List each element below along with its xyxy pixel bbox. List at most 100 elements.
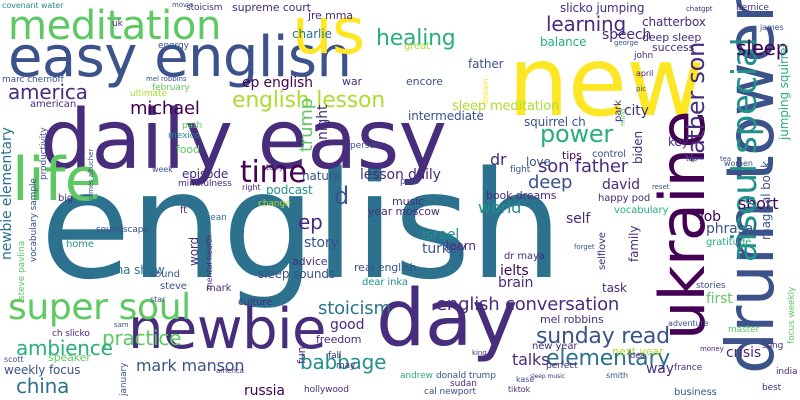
word-america: america bbox=[8, 80, 88, 104]
word-sunday-read: sunday read bbox=[536, 324, 670, 349]
word-fight: fight bbox=[510, 165, 531, 175]
word-d: d bbox=[334, 182, 349, 210]
word-fall: fall bbox=[328, 351, 342, 361]
word-smith: smith bbox=[606, 371, 628, 380]
word-top: top bbox=[686, 155, 698, 163]
word-scott: scott bbox=[4, 355, 24, 364]
word-mma-show: mma show bbox=[100, 263, 165, 277]
word-deep-sleep: deep sleep bbox=[642, 31, 702, 44]
word-advice: advice bbox=[292, 255, 328, 268]
word-cal-newport: cal newport bbox=[424, 387, 476, 397]
word-episode: episode bbox=[182, 167, 229, 181]
word-balance: balance bbox=[540, 35, 587, 49]
word-tiktok: tiktok bbox=[508, 385, 531, 394]
word-person: person bbox=[350, 141, 381, 151]
word-marc-chernoff: marc chernoff bbox=[2, 75, 64, 85]
word-world: world bbox=[478, 198, 522, 217]
word-supreme-court: supreme court bbox=[232, 1, 311, 14]
word-women: women bbox=[724, 159, 753, 168]
word-vocabulary: vocabulary bbox=[614, 205, 669, 216]
word-mindfulness: mindfulness bbox=[178, 179, 232, 189]
word-city: city bbox=[624, 103, 649, 119]
word-path: path bbox=[182, 121, 203, 131]
word-soundscape: soundscape bbox=[96, 225, 149, 235]
word-meditation: meditation bbox=[8, 3, 221, 49]
word-sound: sound bbox=[150, 269, 180, 280]
word-uk: uk bbox=[112, 19, 123, 29]
word-jre-mma: jre mma bbox=[308, 9, 354, 22]
word-tips: tips bbox=[562, 149, 582, 162]
word-real-english: real english bbox=[354, 261, 417, 274]
word-biden: biden bbox=[631, 131, 645, 164]
word-michael: michael bbox=[130, 98, 200, 119]
word-good: good bbox=[330, 317, 365, 333]
word-crisis: crisis bbox=[726, 345, 761, 361]
word-israel: israel bbox=[422, 227, 460, 243]
word-healing: healing bbox=[376, 26, 456, 51]
word-lesson-daily: lesson daily bbox=[360, 167, 441, 183]
word-stories: stories bbox=[696, 281, 726, 291]
word-right: right bbox=[242, 183, 261, 192]
word-ielts: ielts bbox=[500, 263, 529, 279]
word-practice: practice bbox=[102, 326, 182, 350]
word-home: home bbox=[66, 239, 94, 250]
word-turkey: turkey bbox=[422, 241, 466, 257]
word-war: war bbox=[342, 75, 362, 88]
word-perfect: perfect bbox=[546, 361, 578, 371]
word-andrew: andrew bbox=[400, 371, 433, 381]
word-movie: movie bbox=[172, 1, 194, 9]
word-james-altucher: james altucher bbox=[87, 148, 95, 200]
word-ep-english: ep english bbox=[242, 75, 313, 91]
word-us: us bbox=[292, 0, 365, 69]
word-learn: learn bbox=[446, 239, 476, 253]
word-chatterbox: chatterbox bbox=[642, 15, 706, 29]
word-george: george bbox=[614, 39, 639, 47]
word-brain: brain bbox=[498, 275, 534, 291]
word-new-year: new year bbox=[532, 341, 578, 352]
word-speaker: speaker bbox=[48, 351, 91, 364]
word-tea: tea bbox=[720, 155, 732, 163]
word-short: short bbox=[738, 194, 779, 213]
word-business: business bbox=[674, 387, 717, 398]
word-deep: deep bbox=[528, 172, 573, 193]
word-ch-slicko: ch slicko bbox=[52, 329, 90, 339]
word-may: may bbox=[336, 361, 356, 371]
word-sam: sam bbox=[114, 321, 129, 329]
word-adventure: adventure bbox=[668, 319, 709, 328]
word-steve: steve bbox=[160, 281, 187, 292]
word-story: story bbox=[304, 235, 339, 251]
word-music: music bbox=[392, 195, 424, 208]
word-slicko-jumping: slicko jumping bbox=[560, 1, 645, 15]
word-mel-robbins-2: mel robbins bbox=[146, 75, 187, 83]
word-freedom: freedom bbox=[316, 333, 362, 346]
word-reset: reset bbox=[652, 183, 670, 191]
word-sleep-music: sleep music bbox=[530, 373, 565, 380]
word-april: april bbox=[636, 69, 654, 78]
word-super-soul: super soul bbox=[8, 287, 191, 328]
word-kase: kase bbox=[516, 375, 535, 384]
word-english-conversation: english conversation bbox=[436, 294, 620, 315]
word-sleep: sleep bbox=[736, 36, 789, 60]
word-best: best bbox=[762, 383, 782, 393]
word-king: king bbox=[472, 349, 487, 357]
word-learning: learning bbox=[546, 12, 626, 36]
word-father: father bbox=[468, 57, 504, 71]
word-elementary: elementary bbox=[546, 346, 671, 371]
word-big: big bbox=[58, 193, 74, 204]
word-squirrel-ch: squirrel ch bbox=[524, 115, 586, 129]
word-money: money bbox=[700, 345, 724, 353]
word-american: american bbox=[30, 99, 77, 110]
word-ft: ft bbox=[180, 205, 188, 216]
word-year-moscow: year moscow bbox=[368, 205, 440, 218]
word-key: key bbox=[668, 135, 689, 149]
word-ep: ep bbox=[298, 210, 323, 234]
word-control: control bbox=[592, 149, 626, 160]
word-task: task bbox=[602, 281, 627, 295]
word-babbage: babbage bbox=[300, 350, 387, 374]
word-bernice: bernice bbox=[736, 3, 769, 13]
word-focus-weekly: focus weekly bbox=[787, 286, 797, 344]
word-dream: dream bbox=[481, 78, 490, 104]
word-russia: russia bbox=[244, 383, 285, 399]
word-power: power bbox=[540, 120, 613, 148]
